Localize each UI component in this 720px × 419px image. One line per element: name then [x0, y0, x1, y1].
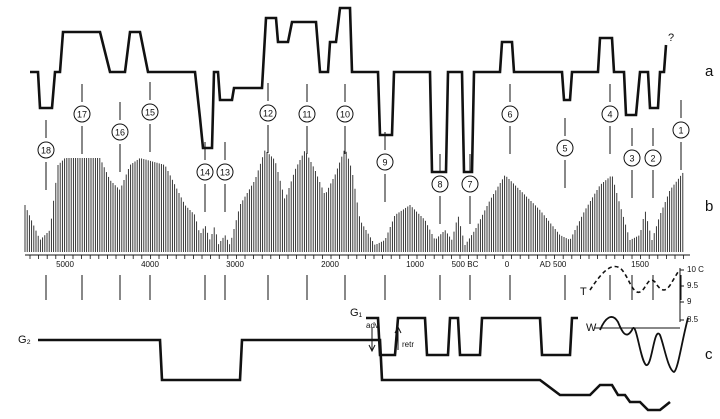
time-label: 1000	[406, 260, 424, 269]
period-circle	[623, 149, 641, 167]
curve-w	[599, 316, 689, 373]
arrow-head	[394, 325, 402, 334]
period-circle	[644, 149, 662, 167]
temp-label: 9.5	[687, 281, 699, 290]
curve-label: G₂	[18, 334, 31, 346]
period-number: 11	[302, 109, 311, 119]
period-number: 2	[650, 153, 655, 163]
period-number: 10	[340, 109, 350, 119]
curve-label: adv	[366, 321, 379, 330]
period-circle	[336, 105, 354, 123]
time-label: 0	[505, 260, 510, 269]
panel-label: c	[705, 346, 713, 363]
time-label: AD 500	[540, 260, 567, 269]
period-number: 4	[607, 109, 612, 119]
period-circle	[259, 104, 277, 122]
period-number: 12	[263, 108, 273, 118]
curve-a	[30, 6, 668, 174]
period-circle	[111, 123, 129, 141]
panel-label: b	[705, 198, 713, 215]
period-circle	[196, 163, 214, 181]
period-number: 17	[77, 109, 87, 119]
curve-label: retr	[402, 340, 414, 349]
period-circle	[73, 105, 91, 123]
period-circle	[298, 105, 316, 123]
time-label: 2000	[321, 260, 339, 269]
curve-label: T	[580, 286, 587, 298]
period-number: 7	[467, 179, 472, 189]
panel-label: a	[705, 63, 714, 80]
period-circle	[461, 175, 479, 193]
temperature-scale: 10 C 9.5 9 8.5	[680, 265, 704, 324]
temp-label: 8.5	[687, 315, 699, 324]
curve-t	[589, 265, 679, 293]
period-circle	[431, 175, 449, 193]
time-label: 4000	[141, 260, 159, 269]
question-mark: ?	[668, 32, 674, 44]
curve-label: G₁	[350, 307, 363, 319]
time-axis-labels: 5000 4000 3000 2000 1000 500 BC 0 AD 500 1500	[56, 260, 649, 269]
curve-g2	[38, 338, 671, 412]
period-number: 3	[629, 153, 634, 163]
period-circle	[216, 163, 234, 181]
period-number: 1	[678, 125, 683, 135]
arrow-head	[368, 344, 376, 353]
period-number: 15	[145, 107, 155, 117]
time-label: 5000	[56, 260, 74, 269]
period-circle	[501, 105, 519, 123]
curve-g1	[366, 316, 578, 357]
period-circle	[672, 121, 690, 139]
time-label: 3000	[226, 260, 244, 269]
period-number: 16	[115, 127, 125, 137]
period-number: 14	[200, 167, 210, 177]
temp-label: 9	[687, 297, 692, 306]
period-number: 9	[382, 157, 387, 167]
curve-label: W	[586, 322, 597, 334]
period-number: 13	[220, 167, 230, 177]
temp-label: 10 C	[687, 265, 704, 274]
period-circle	[376, 153, 394, 171]
period-circle	[141, 103, 159, 121]
hatching	[24, 150, 684, 259]
period-number: 18	[41, 145, 51, 155]
time-label: 500 BC	[452, 260, 479, 269]
period-number: 5	[562, 143, 567, 153]
period-number: 6	[507, 109, 512, 119]
period-number: 8	[437, 179, 442, 189]
time-label: 1500	[631, 260, 649, 269]
period-circle	[556, 139, 574, 157]
period-circle	[37, 141, 55, 159]
period-circle	[601, 105, 619, 123]
